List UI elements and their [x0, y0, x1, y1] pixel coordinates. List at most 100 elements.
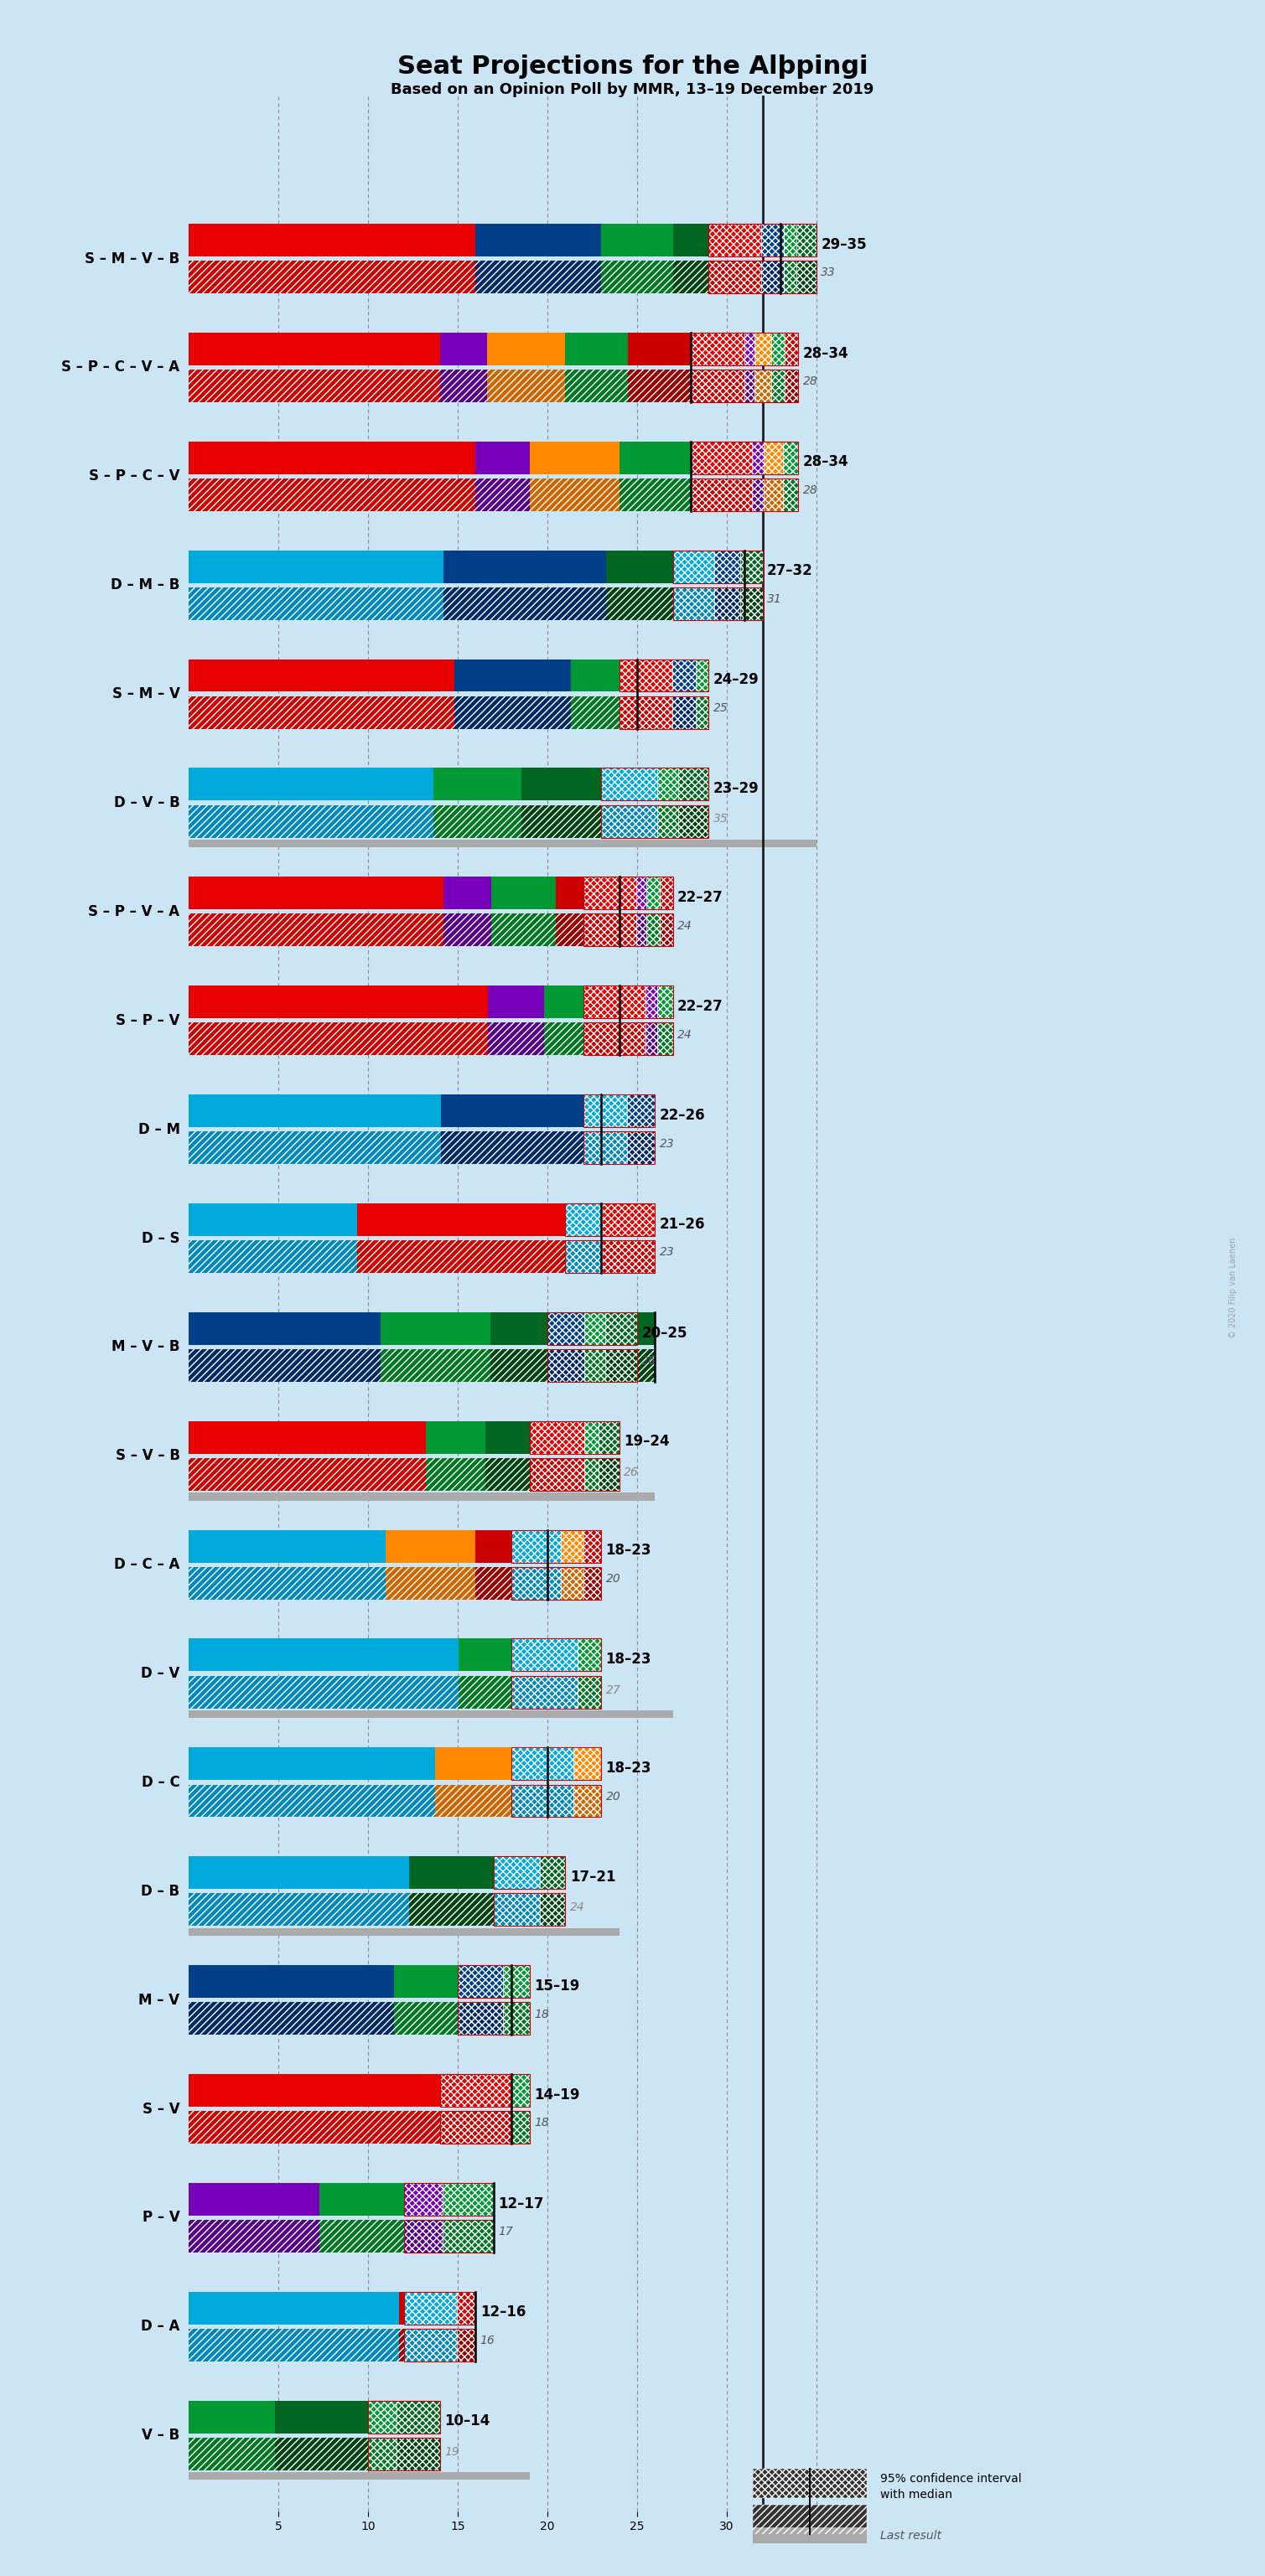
Bar: [708, 224, 816, 258]
Bar: [188, 804, 433, 837]
Bar: [555, 914, 619, 945]
Bar: [577, 1638, 601, 1672]
Bar: [493, 1857, 540, 1888]
Bar: [188, 260, 476, 294]
Bar: [368, 2437, 440, 2470]
Bar: [511, 1566, 560, 1600]
Bar: [673, 551, 713, 582]
Bar: [691, 332, 745, 366]
Bar: [560, 1566, 583, 1600]
Bar: [447, 2112, 511, 2143]
Bar: [395, 2002, 511, 2035]
Bar: [188, 987, 488, 1018]
Bar: [188, 2074, 447, 2107]
Bar: [745, 332, 755, 366]
Bar: [544, 987, 619, 1018]
Bar: [619, 479, 691, 510]
Bar: [511, 1638, 577, 1672]
Bar: [548, 1350, 584, 1381]
Bar: [443, 2182, 493, 2215]
Bar: [404, 2329, 476, 2362]
Bar: [454, 696, 571, 729]
Bar: [426, 1422, 486, 1453]
Bar: [503, 2002, 530, 2035]
Bar: [444, 551, 606, 582]
Bar: [386, 1530, 476, 1564]
Bar: [583, 987, 673, 1018]
Text: 31: 31: [767, 592, 782, 605]
Bar: [458, 1638, 557, 1672]
Bar: [188, 2437, 275, 2470]
Bar: [583, 1131, 655, 1164]
Text: D – M – B: D – M – B: [111, 577, 180, 592]
Bar: [658, 1023, 673, 1056]
Bar: [188, 1566, 386, 1600]
Bar: [188, 1677, 458, 1708]
Bar: [188, 2002, 395, 2035]
Bar: [188, 479, 476, 510]
Bar: [435, 1747, 548, 1780]
Bar: [476, 260, 601, 294]
Bar: [188, 1350, 381, 1381]
Text: S – P – C – V: S – P – C – V: [89, 469, 180, 484]
Bar: [606, 1311, 638, 1345]
Text: M – V: M – V: [139, 1991, 180, 2007]
Bar: [740, 587, 763, 621]
Bar: [188, 1131, 440, 1164]
Text: S – V: S – V: [143, 2102, 180, 2117]
Bar: [400, 2329, 476, 2362]
Text: 17: 17: [498, 2226, 514, 2239]
Bar: [772, 368, 786, 402]
Bar: [530, 1422, 584, 1453]
Bar: [678, 768, 708, 801]
Bar: [753, 2504, 867, 2535]
Bar: [404, 2221, 443, 2251]
Bar: [320, 2221, 493, 2251]
Bar: [368, 2401, 397, 2434]
Text: S – M – V – B: S – M – V – B: [85, 250, 180, 265]
Bar: [444, 587, 606, 621]
Bar: [476, 1566, 548, 1600]
Bar: [764, 440, 783, 474]
Bar: [458, 2002, 530, 2035]
Bar: [521, 804, 655, 837]
Bar: [503, 1965, 530, 1999]
Bar: [188, 479, 476, 510]
Bar: [619, 479, 691, 510]
Bar: [447, 2074, 511, 2107]
Bar: [762, 260, 784, 294]
Bar: [565, 1239, 655, 1273]
Bar: [783, 440, 798, 474]
Bar: [440, 368, 487, 402]
Bar: [188, 587, 444, 621]
Bar: [188, 914, 444, 945]
Bar: [540, 1893, 565, 1927]
Bar: [601, 804, 658, 837]
Bar: [708, 260, 762, 294]
Bar: [560, 1530, 583, 1564]
Text: 14–19: 14–19: [534, 2087, 579, 2102]
Bar: [410, 1893, 530, 1927]
Bar: [583, 1023, 645, 1056]
Bar: [786, 368, 798, 402]
Bar: [188, 1893, 410, 1927]
Bar: [571, 659, 638, 693]
Bar: [433, 804, 521, 837]
Bar: [696, 696, 708, 729]
Bar: [619, 696, 672, 729]
Bar: [488, 1023, 544, 1056]
Bar: [678, 768, 708, 801]
Bar: [188, 1494, 655, 1499]
Text: 23–29: 23–29: [713, 781, 759, 796]
Bar: [458, 1965, 530, 1999]
Bar: [188, 1893, 410, 1927]
Bar: [691, 332, 745, 366]
Bar: [188, 696, 454, 729]
Bar: [440, 2112, 511, 2143]
Bar: [755, 332, 772, 366]
Bar: [188, 840, 816, 848]
Bar: [584, 1422, 598, 1453]
Bar: [381, 1350, 491, 1381]
Bar: [530, 1422, 619, 1453]
Bar: [458, 1965, 503, 1999]
